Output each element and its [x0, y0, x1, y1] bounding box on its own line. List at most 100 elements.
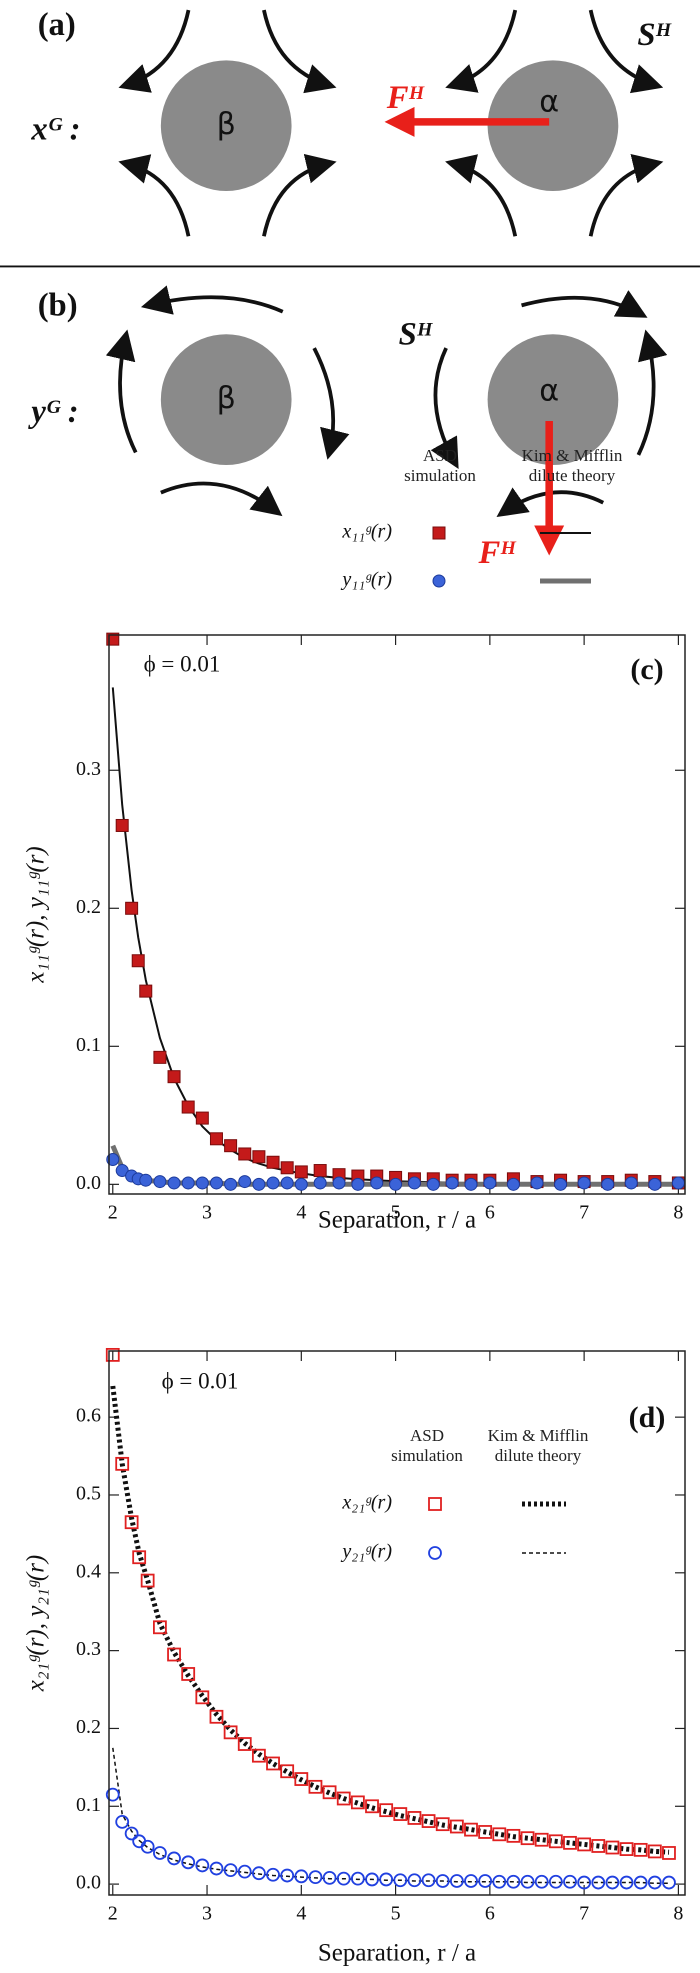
data-point	[106, 1152, 120, 1166]
data-point	[124, 1515, 139, 1530]
particle	[160, 60, 292, 192]
data-point	[238, 1147, 252, 1161]
panel-label: (a)	[38, 7, 76, 43]
data-point	[266, 1756, 280, 1771]
data-point	[601, 1177, 615, 1191]
data-point	[449, 1819, 464, 1834]
data-point	[252, 1177, 266, 1191]
data-point	[530, 1176, 544, 1190]
data-point	[115, 1814, 130, 1829]
data-point	[336, 1871, 351, 1886]
data-point	[106, 632, 120, 646]
data-point	[379, 1872, 394, 1887]
data-point	[563, 1874, 577, 1889]
data-point	[407, 1811, 422, 1825]
annotation: ϕ = 0.01	[144, 651, 221, 676]
particle-label: α	[539, 85, 559, 120]
data-point	[379, 1803, 394, 1818]
data-point	[266, 1176, 280, 1190]
data-point	[294, 1165, 308, 1179]
data-point	[393, 1873, 408, 1888]
data-point	[153, 1050, 167, 1064]
data-point	[350, 1871, 365, 1886]
legend-header: ASD simulation	[391, 1426, 463, 1465]
x-tick-label: 6	[485, 1202, 495, 1224]
x-tick-label: 7	[579, 1202, 589, 1224]
data-point	[577, 1837, 592, 1852]
data-point	[483, 1176, 497, 1190]
data-point	[252, 1150, 266, 1164]
y-tick-label: 0.5	[76, 1483, 101, 1505]
data-point	[237, 1864, 252, 1879]
data-point	[209, 1132, 223, 1146]
data-point	[506, 1828, 521, 1843]
data-point	[167, 1851, 181, 1866]
data-point	[280, 1868, 295, 1883]
stresslet-label: Sᴴ	[399, 316, 434, 352]
data-point	[167, 1176, 181, 1190]
data-point	[449, 1874, 464, 1888]
theory-line	[111, 687, 679, 1186]
data-point	[237, 1737, 252, 1751]
data-point	[633, 1875, 648, 1890]
data-point	[308, 1779, 323, 1794]
data-point	[506, 1177, 520, 1191]
data-point	[322, 1785, 337, 1800]
data-point	[266, 1867, 280, 1882]
x-tick-label: 3	[202, 1202, 212, 1224]
x-tick-label: 4	[296, 1202, 306, 1224]
annotation: ϕ = 0.01	[162, 1368, 239, 1393]
theory-line	[110, 1144, 679, 1187]
x-tick-label: 5	[391, 1202, 401, 1224]
data-point	[224, 1177, 238, 1191]
data-point	[393, 1807, 408, 1821]
legend-marker	[432, 526, 446, 540]
data-point	[139, 984, 153, 998]
data-point	[520, 1874, 535, 1889]
data-point	[605, 1840, 620, 1855]
data-point	[140, 1573, 155, 1588]
data-point	[251, 1748, 266, 1763]
data-point	[125, 901, 139, 915]
data-point	[167, 1070, 181, 1084]
field-label: xᴳ :	[30, 111, 80, 147]
data-point	[313, 1176, 327, 1190]
y-tick-label: 0.2	[76, 896, 101, 918]
x-tick-label: 8	[673, 1903, 683, 1925]
data-point	[554, 1177, 568, 1191]
legend-label: x₁₁ᵍ(r)	[341, 521, 392, 543]
data-point	[478, 1874, 493, 1888]
particle	[487, 334, 619, 465]
theory-line	[110, 1385, 670, 1855]
data-point	[224, 1139, 238, 1153]
data-point	[445, 1176, 459, 1190]
y-tick-label: 0.3	[76, 758, 101, 780]
data-point	[426, 1177, 440, 1191]
x-tick-label: 3	[202, 1903, 212, 1925]
legend-header: Kim & Mifflin dilute theory	[487, 1426, 589, 1465]
legend-label: y₂₁ᵍ(r)	[340, 1541, 392, 1563]
data-point	[577, 1176, 591, 1190]
data-point	[370, 1176, 384, 1190]
stresslet-label: Sᴴ	[637, 17, 672, 53]
legend-header: Kim & Mifflin dilute theory	[521, 446, 623, 485]
particle-label: β	[217, 107, 236, 142]
data-point	[294, 1869, 309, 1884]
data-point	[407, 1176, 421, 1190]
data-point	[280, 1764, 295, 1779]
data-point	[648, 1177, 662, 1191]
data-point	[619, 1842, 634, 1856]
legend-marker	[428, 1497, 442, 1511]
data-point	[407, 1873, 422, 1888]
data-point	[478, 1825, 493, 1839]
data-point	[140, 1839, 155, 1854]
data-point	[105, 1347, 120, 1362]
data-point	[209, 1709, 224, 1724]
legend-label: x₂₁ᵍ(r)	[341, 1492, 392, 1514]
data-point	[548, 1874, 563, 1889]
flow-arrows-b	[105, 285, 668, 518]
data-point	[181, 1855, 196, 1870]
data-point	[280, 1161, 294, 1175]
panel-label: (c)	[630, 653, 663, 686]
